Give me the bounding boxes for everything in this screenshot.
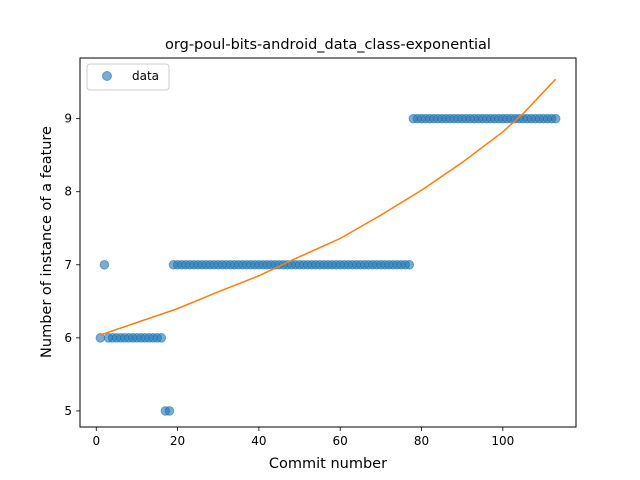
x-axis-label: Commit number xyxy=(269,456,387,472)
chart-title: org-poul-bits-android_data_class-exponen… xyxy=(165,37,491,53)
data-point xyxy=(404,259,415,270)
y-tick-label: 6 xyxy=(64,331,72,345)
legend-marker-data xyxy=(102,71,112,81)
x-tick-label: 80 xyxy=(414,434,429,448)
y-tick-label: 9 xyxy=(64,112,72,126)
y-axis-label: Number of instance of a feature xyxy=(39,126,55,358)
y-tick-label: 5 xyxy=(64,404,72,418)
data-point xyxy=(99,259,110,270)
fit-line xyxy=(100,78,557,336)
legend-label-data: data xyxy=(132,69,159,83)
axes-frame xyxy=(79,57,577,428)
x-tick-label: 20 xyxy=(170,434,185,448)
plot-area: 0 20 40 60 80 100 5 6 7 8 9 xyxy=(64,57,577,448)
data-point xyxy=(164,406,175,416)
x-axis-ticks: 0 20 40 60 80 100 xyxy=(92,427,514,448)
y-axis-ticks: 5 6 7 8 9 xyxy=(64,112,80,418)
x-tick-label: 0 xyxy=(92,434,100,448)
x-tick-label: 40 xyxy=(251,434,266,448)
data-layer xyxy=(95,78,561,416)
legend: data xyxy=(86,63,170,91)
data-point xyxy=(550,113,561,124)
y-tick-label: 7 xyxy=(64,258,72,272)
x-tick-label: 60 xyxy=(333,434,348,448)
legend-box xyxy=(86,63,170,91)
y-tick-label: 8 xyxy=(64,185,72,199)
x-tick-label: 100 xyxy=(491,434,514,448)
data-point xyxy=(156,333,167,343)
